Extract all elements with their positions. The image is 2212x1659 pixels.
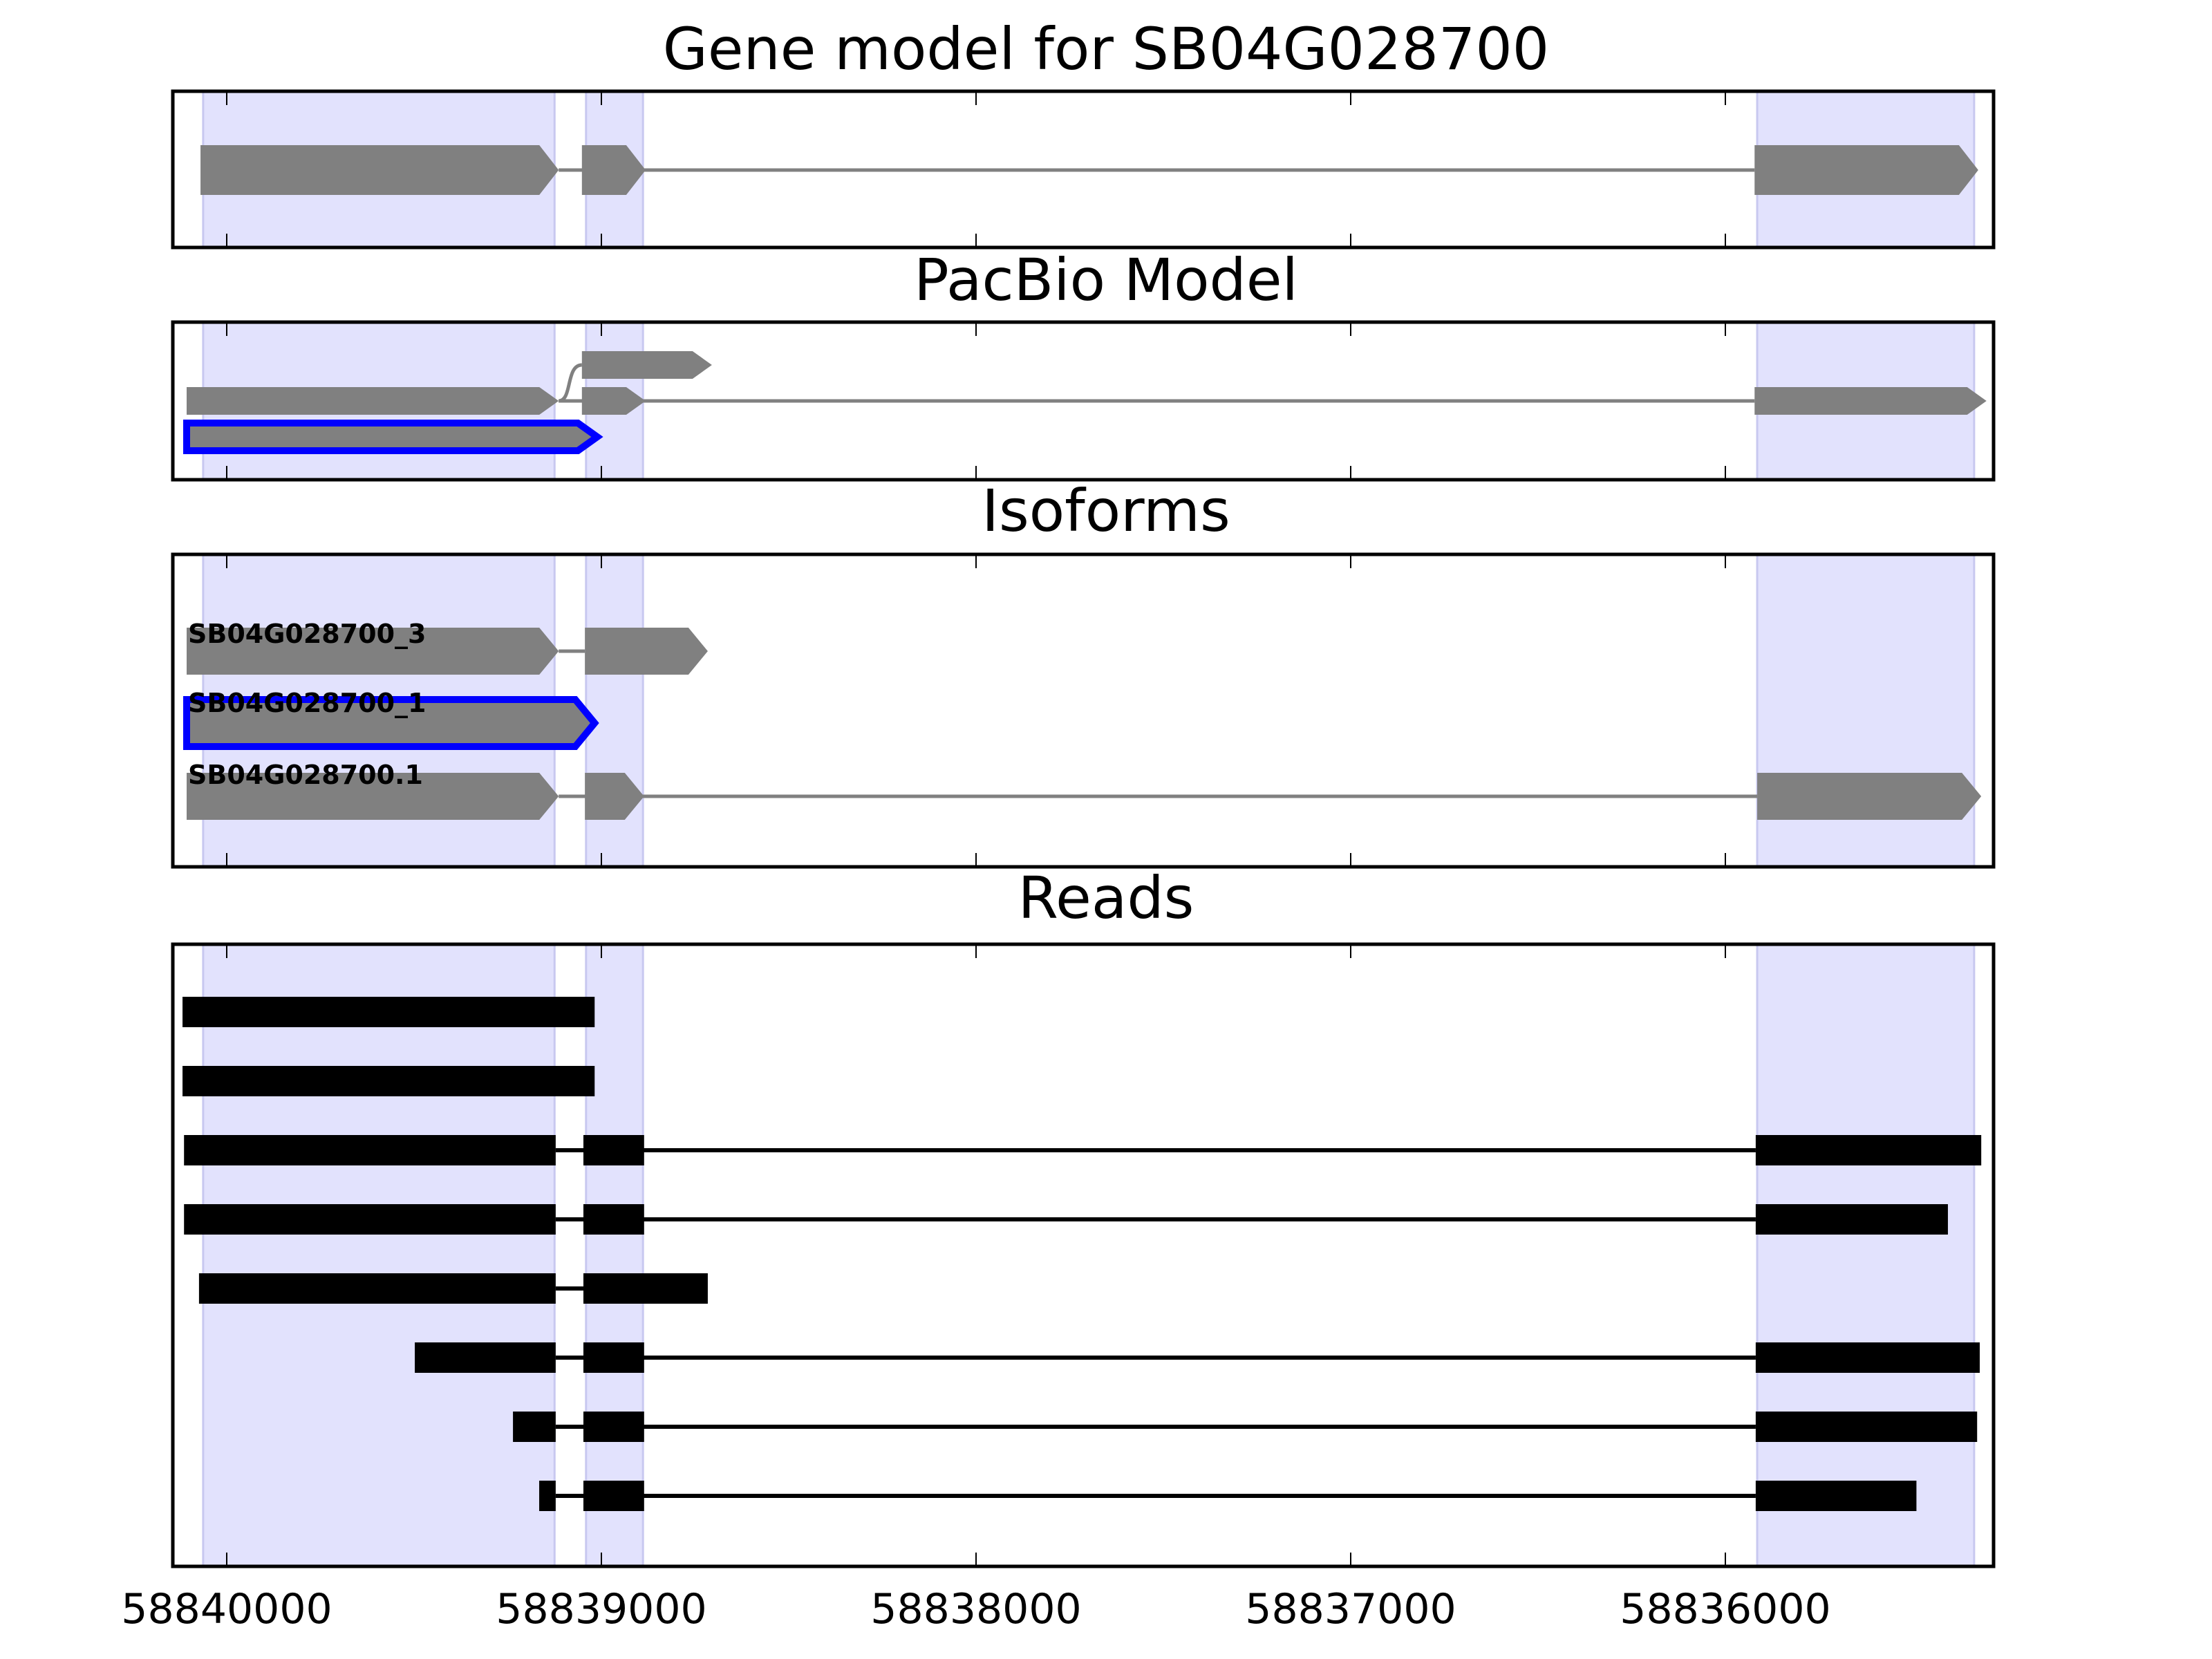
panel-title: Isoforms bbox=[982, 477, 1230, 545]
exon bbox=[183, 420, 603, 454]
panel-title: PacBio Model bbox=[914, 246, 1298, 314]
x-tick-label: 58839000 bbox=[496, 1585, 706, 1633]
read bbox=[182, 1066, 595, 1096]
axes-frame bbox=[171, 942, 1996, 1568]
exon bbox=[583, 1412, 644, 1442]
panel-reads: Reads bbox=[171, 864, 1996, 1568]
exon bbox=[585, 628, 708, 675]
exon bbox=[182, 1066, 595, 1096]
exon bbox=[513, 1412, 556, 1442]
x-tick-label: 58837000 bbox=[1245, 1585, 1456, 1633]
exon bbox=[1757, 773, 1982, 820]
exon bbox=[539, 1481, 556, 1511]
panel-gene-model-for-sb04g028700: Gene model for SB04G028700 bbox=[171, 15, 1996, 250]
exon bbox=[184, 1204, 556, 1235]
exon-region-shade bbox=[585, 943, 644, 1568]
panel-isoforms: Isoforms SB04G028700_3 SB04G028700_1 SB04G0… bbox=[171, 477, 1996, 869]
transcript bbox=[200, 145, 1978, 195]
exon bbox=[1755, 1204, 1948, 1235]
exon bbox=[581, 145, 646, 195]
exon-region-shade bbox=[1756, 553, 1976, 868]
panel-title: Reads bbox=[1018, 864, 1194, 932]
axes-frame bbox=[171, 320, 1996, 482]
exon bbox=[1755, 1481, 1917, 1511]
axes-frame bbox=[171, 89, 1996, 250]
x-tick-label: 58836000 bbox=[1620, 1585, 1830, 1633]
x-tick-label: 58838000 bbox=[870, 1585, 1081, 1633]
exon bbox=[585, 773, 644, 820]
exon-region-shade bbox=[1756, 943, 1976, 1568]
exon-region-shade bbox=[202, 943, 556, 1568]
exon bbox=[187, 628, 559, 675]
exon bbox=[583, 1273, 708, 1304]
exon bbox=[187, 387, 559, 415]
exon bbox=[1754, 387, 1987, 415]
isoform-label: SB04G028700.1 bbox=[188, 760, 423, 790]
exon bbox=[415, 1342, 556, 1373]
transcript: SB04G028700_1 bbox=[183, 688, 599, 750]
transcript bbox=[183, 420, 603, 454]
exon bbox=[1754, 145, 1978, 195]
read bbox=[198, 1273, 708, 1304]
isoform-label: SB04G028700_3 bbox=[188, 619, 427, 649]
exon bbox=[184, 1135, 556, 1165]
read bbox=[539, 1481, 1917, 1511]
panel-title: Gene model for SB04G028700 bbox=[663, 15, 1549, 83]
read bbox=[182, 997, 595, 1027]
read bbox=[184, 1204, 1948, 1235]
exon bbox=[182, 997, 595, 1027]
isoform-label: SB04G028700_1 bbox=[188, 688, 427, 718]
transcript bbox=[187, 387, 1987, 415]
exon bbox=[1755, 1342, 1980, 1373]
transcript: SB04G028700_3 bbox=[187, 619, 708, 675]
axes-frame bbox=[171, 552, 1996, 869]
splice-junction bbox=[558, 363, 583, 403]
panel-pacbio-model: PacBio Model bbox=[171, 246, 1996, 482]
exon bbox=[581, 351, 712, 379]
exon bbox=[200, 145, 559, 195]
exon bbox=[583, 1135, 644, 1165]
x-tick-label: 58840000 bbox=[121, 1585, 332, 1633]
exon-region-shade bbox=[585, 553, 644, 868]
exon bbox=[1755, 1135, 1982, 1165]
exon bbox=[1755, 1412, 1978, 1442]
exon bbox=[583, 1481, 644, 1511]
read bbox=[415, 1342, 1980, 1373]
read bbox=[184, 1135, 1982, 1165]
exon bbox=[583, 1204, 644, 1235]
exon bbox=[198, 1273, 556, 1304]
exon bbox=[583, 1342, 644, 1373]
exon bbox=[581, 387, 646, 415]
exon bbox=[183, 696, 599, 750]
transcript: SB04G028700.1 bbox=[187, 760, 1982, 820]
read bbox=[513, 1412, 1978, 1442]
exon bbox=[187, 773, 559, 820]
